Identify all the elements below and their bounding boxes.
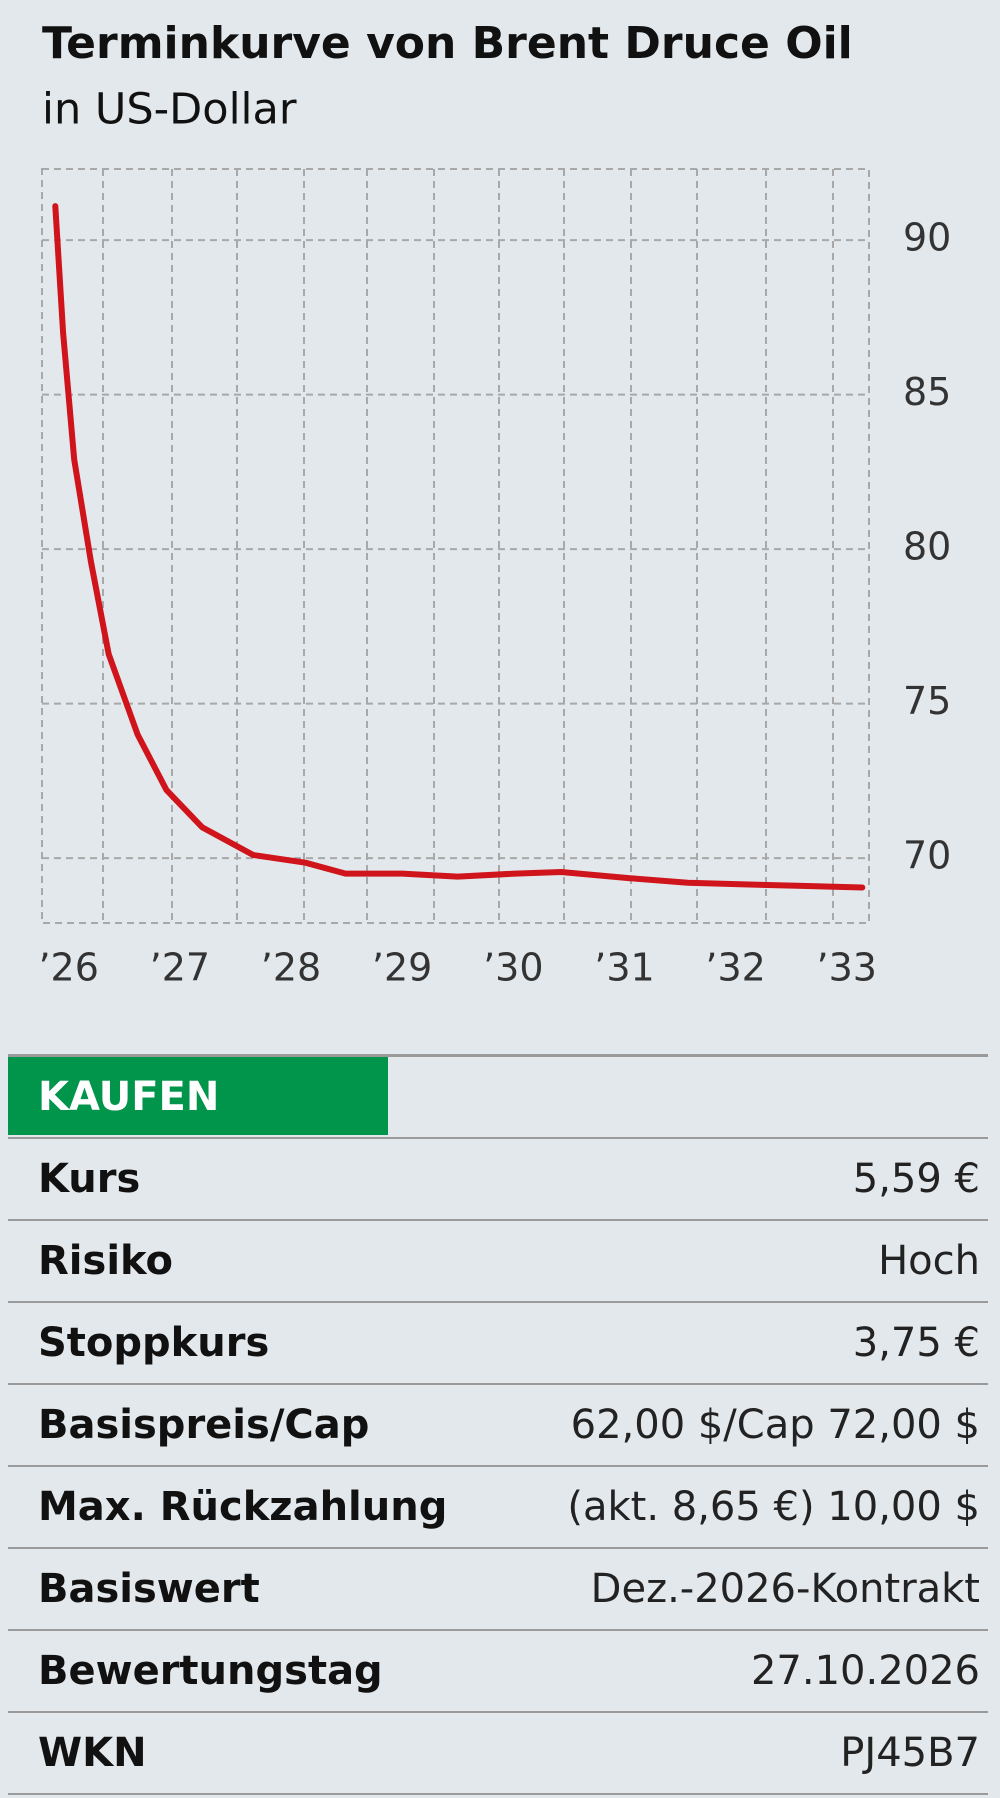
table-row: Stoppkurs 3,75 € [8,1303,988,1385]
row-value: 62,00 $/Cap 72,00 $ [570,1402,980,1448]
row-label: Bewertungstag [38,1648,383,1694]
table-row: Basispreis/Cap 62,00 $/Cap 72,00 $ [8,1385,988,1467]
info-table: KAUFEN Kurs 5,59 € Risiko Hoch Stoppkurs 3,75… [8,1054,988,1795]
decor-grid [41,168,870,924]
table-row: WKN PJ45B7 [8,1713,988,1795]
row-label: Kurs [38,1156,141,1202]
row-label: Risiko [38,1238,174,1284]
row-label: Basispreis/Cap [38,1402,370,1448]
y-tick-label: 80 [903,525,951,569]
table-row: Kurs 5,59 € [8,1139,988,1221]
x-tick-label: ’32 [705,946,765,990]
x-tick-label: ’26 [38,946,98,990]
row-value: 27.10.2026 [750,1648,980,1694]
row-value: 3,75 € [852,1320,980,1366]
row-label: Stoppkurs [38,1320,270,1366]
row-label: Basiswert [38,1566,260,1612]
table-row: Max. Rückzahlung (akt. 8,65 €) 10,00 $ [8,1467,988,1549]
buy-badge: KAUFEN [8,1057,388,1135]
y-tick-label: 75 [903,679,951,723]
row-value: (akt. 8,65 €) 10,00 $ [567,1484,980,1530]
row-label: WKN [38,1730,147,1776]
x-tick-label: ’27 [150,946,210,990]
x-tick-label: ’29 [372,946,432,990]
chart-subtitle: in US-Dollar [42,85,297,135]
chart: Terminkurve von Brent Druce Oil in US-Do… [38,18,951,990]
table-row: Risiko Hoch [8,1221,988,1303]
table-row: Basiswert Dez.-2026-Kontrakt [8,1549,988,1631]
x-tick-label: ’30 [483,946,543,990]
table-row: Bewertungstag 27.10.2026 [8,1631,988,1713]
row-value: Dez.-2026-Kontrakt [590,1566,980,1612]
data-line [52,203,866,891]
y-tick-label: 90 [903,216,951,260]
x-tick-label: ’31 [594,946,654,990]
row-value: PJ45B7 [840,1730,980,1776]
row-value: Hoch [878,1238,980,1284]
chart-title: Terminkurve von Brent Druce Oil [42,18,853,69]
plot-frame [41,168,870,924]
x-tick-label: ’28 [261,946,321,990]
table-header: KAUFEN [8,1054,988,1139]
row-label: Max. Rückzahlung [38,1484,448,1530]
y-tick-label: 85 [903,370,951,414]
row-value: 5,59 € [852,1156,980,1202]
y-tick-label: 70 [903,834,951,878]
x-tick-label: ’33 [817,946,877,990]
